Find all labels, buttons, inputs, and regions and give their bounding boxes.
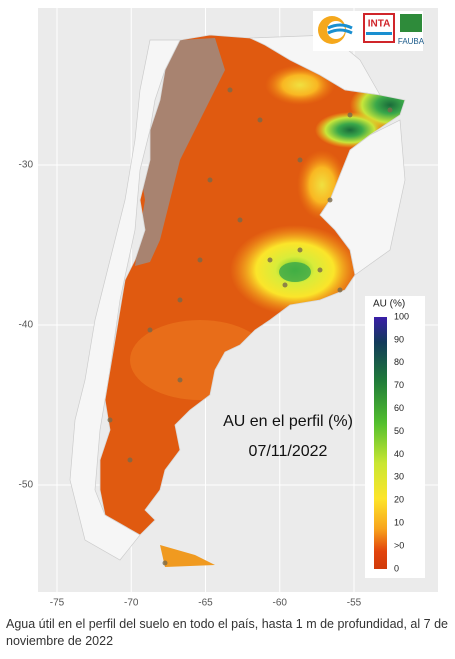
wet-area: [265, 65, 335, 105]
legend-title: AU (%): [373, 299, 405, 310]
legend-label: 80: [394, 357, 404, 367]
lon-tick-label: -75: [50, 598, 65, 609]
logo-text: FAUBA: [398, 37, 425, 46]
map: AU en el perfil (%) 07/11/2022 AU (%) 10…: [19, 8, 438, 609]
legend-label: >0: [394, 540, 404, 550]
legend-label: 30: [394, 472, 404, 482]
lat-tick-label: -40: [19, 320, 34, 331]
legend-label: 70: [394, 380, 404, 390]
tierra-del-fuego: [160, 545, 215, 567]
legend-label: 0: [394, 563, 399, 573]
lat-tick-label: -30: [19, 160, 34, 171]
legend-label: 10: [394, 518, 404, 528]
wet-area: [279, 262, 311, 282]
map-date: 07/11/2022: [249, 443, 328, 460]
map-title: AU en el perfil (%): [223, 413, 353, 430]
legend-label: 40: [394, 449, 404, 459]
legend-label: 90: [394, 334, 404, 344]
legend-label: 100: [394, 311, 409, 321]
color-bar: [374, 317, 387, 569]
caption: Agua útil en el perfil del suelo en todo…: [6, 617, 448, 648]
lon-tick-label: -70: [124, 598, 139, 609]
lon-tick-label: -60: [273, 598, 288, 609]
logo-text: INTA: [368, 19, 391, 30]
stations: [107, 87, 393, 566]
legend-label: 60: [394, 403, 404, 413]
lon-tick-label: -55: [347, 598, 362, 609]
lat-tick-label: -50: [19, 480, 34, 491]
legend-label: 20: [394, 495, 404, 505]
legend-label: 50: [394, 426, 404, 436]
logos: INTA FAUBA: [313, 11, 425, 51]
border: [99, 34, 406, 536]
lon-tick-label: -65: [198, 598, 213, 609]
